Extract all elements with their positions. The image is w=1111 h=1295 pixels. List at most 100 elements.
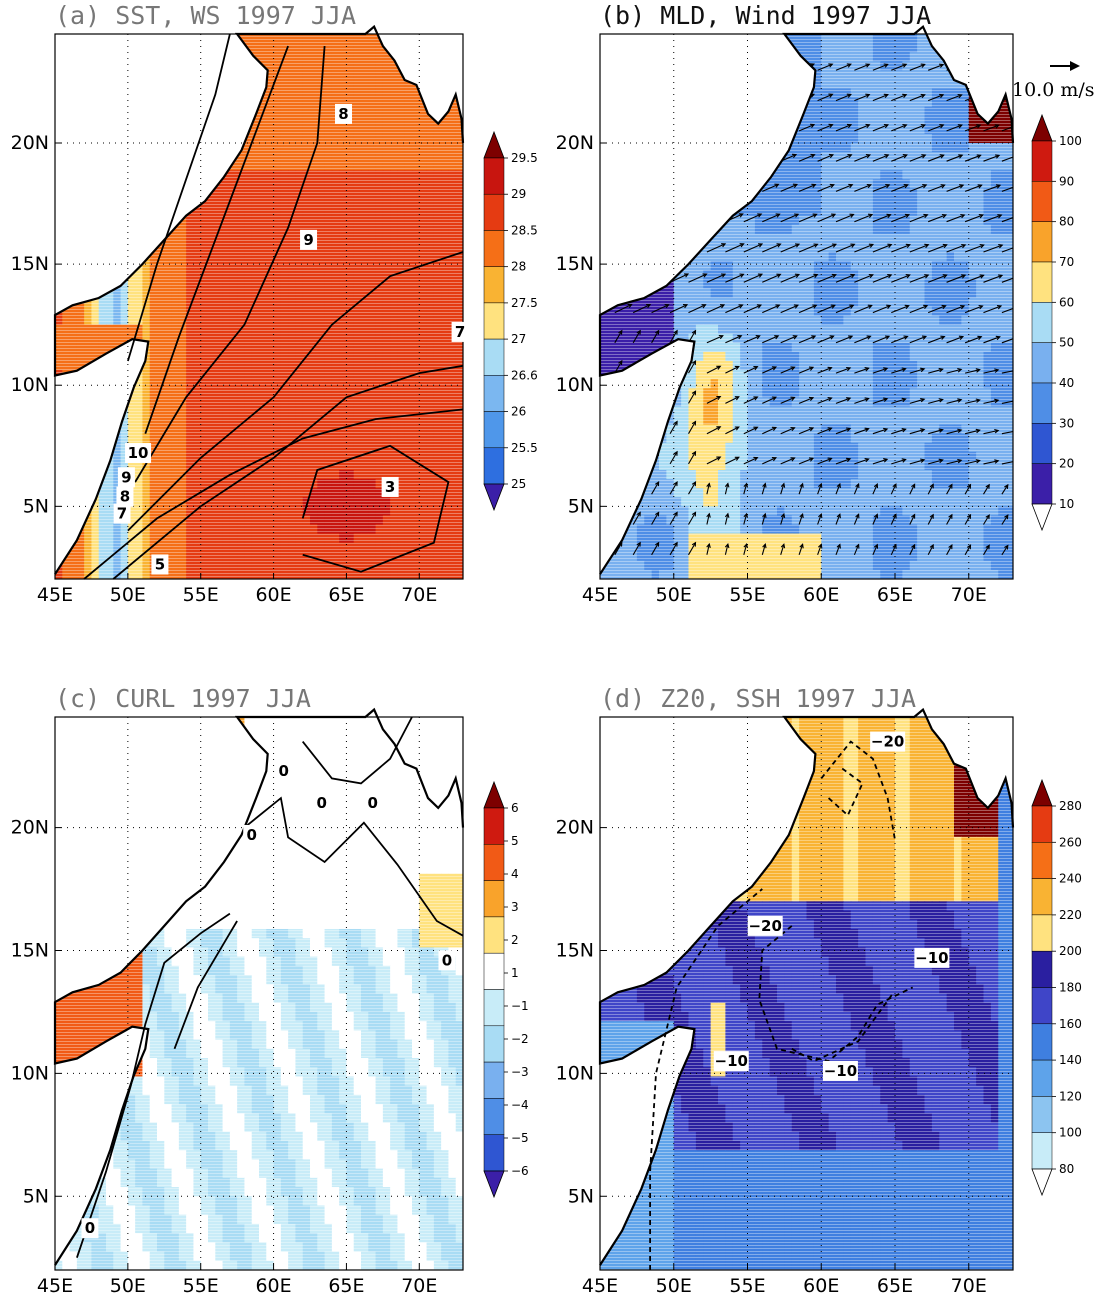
contour-label: 9 (303, 231, 313, 249)
lon-tick-label: 55E (183, 584, 219, 606)
panel-b-title: (b) MLD, Wind 1997 JJA (600, 1, 931, 30)
colorbar-tick-label: 3 (511, 900, 519, 914)
contour-label: −10 (915, 949, 948, 967)
colorbar-bottom-arrow (483, 483, 505, 512)
panel-a-title: (a) SST, WS 1997 JJA (55, 1, 356, 30)
lat-tick-label: 15N (11, 253, 49, 275)
lon-tick-label: 70E (401, 584, 437, 606)
contour-line (173, 920, 238, 1050)
colorbar-segment (1031, 463, 1053, 505)
lat-tick-label: 15N (556, 253, 594, 275)
colorbar-bottom-arrow (1031, 1168, 1053, 1197)
colorbar-bottom-arrow (483, 1170, 505, 1199)
contour-label: 0 (316, 794, 326, 812)
colorbar-top-arrow (483, 130, 505, 159)
contour-line (791, 994, 893, 1063)
contour-label: 0 (442, 951, 452, 969)
vector-reference: 10.0 m/s (1012, 61, 1095, 101)
colorbar-tick-label: 280 (1059, 799, 1082, 813)
colorbar-tick-label: 30 (1059, 416, 1074, 430)
colorbar-tick-label: −6 (511, 1164, 529, 1178)
colorbar-tick-label: 26 (511, 405, 526, 419)
panel-c-map: 45E 50E 55E 60E 65E 70E 5N 10N 15N 20N 0 0 0 0 0 0 (11, 707, 465, 1295)
vector-reference-label: 10.0 m/s (1012, 79, 1095, 101)
colorbar-segment (1031, 1059, 1053, 1097)
lat-tick-label: 20N (11, 817, 49, 839)
map-frame (599, 716, 1014, 1271)
contour-label: 0 (246, 826, 256, 844)
lat-tick-label: 10N (556, 374, 594, 396)
colorbar-segment (483, 807, 505, 845)
lat-tick-label: 5N (23, 495, 49, 517)
lon-tick-label: 65E (328, 1275, 364, 1295)
lat-tick-label: 10N (11, 1062, 49, 1084)
colorbar-segment (483, 302, 505, 340)
colorbar-segment (1031, 950, 1053, 988)
colorbar-tick-label: 1 (511, 966, 519, 980)
colorbar-tick-label: 27.5 (511, 296, 538, 310)
contour-line (144, 45, 289, 434)
contour-line (301, 716, 413, 785)
contour-label: 9 (121, 468, 131, 486)
panel-d-colorbar: 80 100 120 140 160 180 200 220 240 260 280 (1031, 778, 1082, 1197)
colorbar-segment (483, 1061, 505, 1099)
colorbar-segment (483, 916, 505, 954)
colorbar-segment (483, 952, 505, 990)
contour-line (827, 765, 864, 817)
lon-tick-label: 55E (729, 584, 765, 606)
lon-tick-label: 50E (110, 584, 146, 606)
contour-line (301, 444, 450, 573)
lon-tick-label: 60E (803, 584, 839, 606)
colorbar-segment (483, 266, 505, 304)
colorbar-tick-label: 20 (1059, 457, 1074, 471)
colorbar-segment (1031, 1132, 1053, 1170)
lon-tick-label: 45E (582, 584, 618, 606)
colorbar-segment (1031, 914, 1053, 952)
lat-tick-label: 20N (11, 132, 49, 154)
colorbar-tick-label: 29.5 (511, 151, 538, 165)
contour-label: 3 (385, 478, 395, 496)
colorbar-tick-label: 28.5 (511, 223, 538, 237)
colorbar-segment (1031, 140, 1053, 182)
colorbar-segment (483, 1098, 505, 1135)
colorbar-segment (1031, 302, 1053, 343)
lon-tick-label: 70E (951, 584, 987, 606)
colorbar-tick-label: 4 (511, 867, 519, 881)
lon-tick-label: 45E (37, 584, 73, 606)
colorbar-tick-label: 2 (511, 933, 519, 947)
colorbar-segment (1031, 1023, 1053, 1061)
colorbar-segment (483, 230, 505, 267)
lon-tick-label: 55E (183, 1275, 219, 1295)
lat-tick-label: 5N (568, 495, 594, 517)
colorbar-segment (1031, 805, 1053, 843)
map-frame (599, 33, 1014, 580)
lon-tick-label: 70E (951, 1275, 987, 1295)
lat-tick-label: 10N (11, 374, 49, 396)
colorbar-tick-label: 160 (1059, 1017, 1082, 1031)
colorbar-tick-label: −3 (511, 1065, 529, 1079)
colorbar-tick-label: 80 (1059, 1162, 1074, 1176)
colorbar-tick-label: 260 (1059, 835, 1082, 849)
colorbar-tick-label: 26.6 (511, 368, 538, 382)
contour-label: −20 (871, 733, 904, 751)
contour-line (76, 912, 231, 1258)
colorbar-tick-label: −4 (511, 1098, 529, 1112)
colorbar-tick-label: 28 (511, 260, 526, 274)
panel-a-colorbar: 25 25.5 26 26.6 27 27.5 28 28.5 29 29.5 (483, 130, 538, 512)
colorbar-tick-label: 10 (1059, 497, 1074, 511)
colorbar-tick-label: 70 (1059, 255, 1074, 269)
lon-tick-label: 50E (656, 1275, 692, 1295)
contour-label: 7 (117, 505, 127, 523)
colorbar-tick-label: 25 (511, 477, 526, 491)
contour-line (243, 796, 464, 937)
coastline (598, 24, 1015, 575)
colorbar-tick-label: 60 (1059, 295, 1074, 309)
panel-c-colorbar: −6 −5 −4 −3 −2 −1 1 2 3 4 5 6 (483, 780, 529, 1199)
colorbar-segment (483, 157, 505, 195)
colorbar-tick-label: 140 (1059, 1053, 1082, 1067)
colorbar-segment (483, 880, 505, 918)
colorbar-segment (1031, 261, 1053, 303)
colorbar-segment (483, 844, 505, 881)
